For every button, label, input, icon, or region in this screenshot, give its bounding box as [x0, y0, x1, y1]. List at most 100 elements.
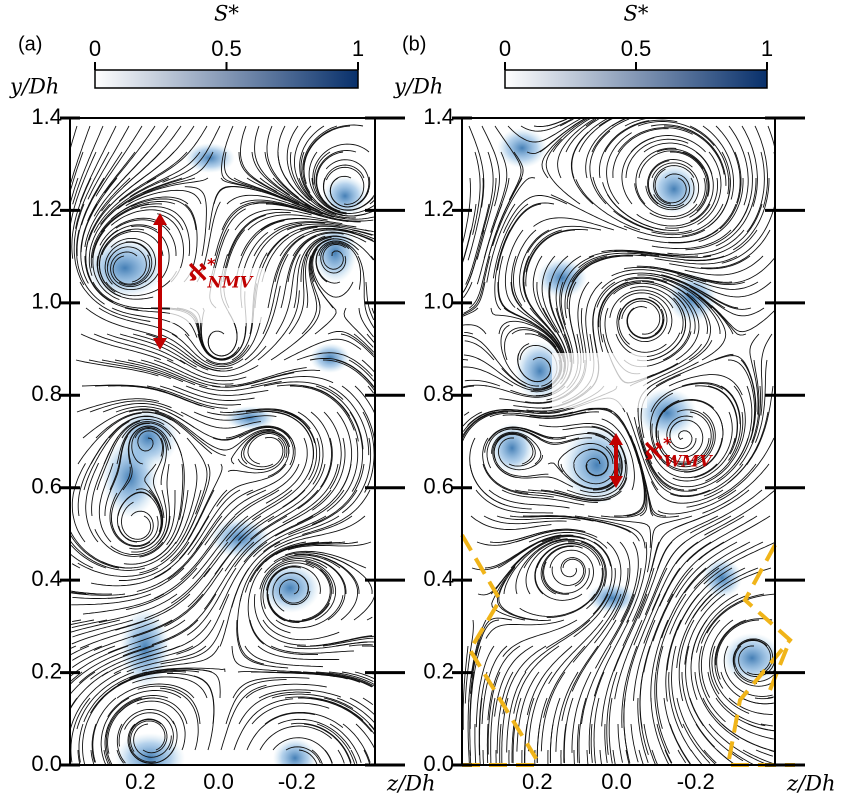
- streamline: [642, 339, 713, 387]
- streamline: [243, 431, 281, 468]
- streamline: [490, 697, 496, 764]
- streamline: [628, 296, 668, 343]
- streamline: [563, 697, 574, 764]
- streamline: [70, 540, 146, 571]
- streamline: [578, 697, 587, 764]
- streamline: [645, 177, 695, 211]
- streamline: [668, 671, 692, 752]
- streamline: [100, 697, 130, 765]
- streamline: [131, 198, 197, 231]
- streamline: [276, 671, 361, 683]
- streamline: [721, 723, 775, 752]
- streamline: [692, 567, 759, 619]
- streamline: [127, 425, 172, 465]
- streamline: [729, 385, 746, 465]
- streamline: [502, 619, 578, 657]
- streamline: [267, 463, 326, 523]
- streamline: [240, 431, 290, 465]
- streamline: [760, 723, 773, 727]
- streamline: [323, 697, 375, 730]
- streamline: [94, 203, 163, 246]
- streamline: [626, 412, 659, 491]
- streamline: [244, 285, 281, 361]
- y-tick-label: 0.8: [31, 381, 62, 406]
- streamline: [655, 353, 734, 387]
- streamline: [90, 645, 168, 680]
- streamline: [590, 723, 593, 763]
- streamline: [733, 640, 772, 673]
- streamline: [620, 541, 639, 623]
- streamline: [355, 723, 375, 748]
- streamline: [329, 175, 370, 208]
- streamline: [529, 407, 613, 418]
- streamline: [637, 426, 685, 491]
- streamline: [85, 307, 164, 340]
- streamline: [656, 723, 673, 764]
- streamline: [512, 229, 537, 306]
- streamline: [617, 127, 693, 153]
- streamline: [285, 550, 367, 569]
- streamline: [585, 281, 603, 362]
- streamline: [676, 125, 727, 186]
- streamline: [665, 619, 682, 702]
- streamline: [251, 463, 313, 521]
- streamline: [294, 125, 313, 201]
- streamline: [625, 749, 630, 765]
- streamline: [267, 235, 305, 309]
- streamline: [220, 684, 267, 751]
- streamline: [693, 541, 764, 589]
- streamline: [592, 176, 654, 231]
- streamline: [669, 567, 720, 635]
- streamline: [315, 671, 375, 687]
- streamline: [107, 177, 183, 217]
- streamline: [224, 151, 283, 199]
- streamline: [264, 554, 341, 574]
- streamline: [125, 567, 198, 611]
- streamline: [157, 463, 170, 546]
- streamline: [220, 177, 300, 207]
- streamline: [651, 203, 724, 236]
- streamline: [526, 645, 573, 716]
- streamline: [485, 619, 565, 639]
- streamline: [666, 415, 697, 453]
- streamline: [462, 229, 472, 263]
- streamline: [275, 595, 344, 629]
- streamline: [655, 406, 692, 466]
- streamline: [502, 195, 568, 234]
- streamline: [739, 385, 761, 466]
- streamline: [651, 541, 699, 611]
- streamline: [606, 671, 618, 755]
- streamline: [85, 203, 111, 281]
- streamline: [553, 477, 628, 500]
- streamline: [337, 749, 345, 764]
- streamline: [98, 463, 114, 543]
- streamline: [714, 619, 747, 689]
- streamline: [570, 131, 594, 205]
- streamline: [576, 723, 580, 763]
- streamline: [479, 697, 483, 764]
- streamline: [270, 560, 334, 595]
- streamline: [287, 232, 344, 283]
- streamline: [351, 229, 373, 236]
- streamline: [173, 437, 185, 520]
- streamline: [681, 177, 731, 237]
- streamline: [336, 697, 375, 723]
- streamline: [571, 671, 592, 753]
- streamline: [117, 177, 196, 210]
- streamline: [668, 203, 737, 243]
- streamline: [265, 437, 308, 504]
- streamline: [462, 307, 479, 317]
- streamline: [675, 541, 738, 598]
- streamline: [336, 411, 353, 491]
- streamline: [246, 712, 315, 751]
- streamline: [651, 749, 658, 765]
- streamline: [643, 723, 656, 765]
- streamline: [107, 246, 147, 283]
- streamline: [71, 177, 92, 259]
- streamline: [118, 241, 153, 286]
- streamline: [653, 278, 708, 335]
- streamline: [463, 281, 473, 298]
- streamline: [598, 118, 612, 127]
- streamline: [124, 712, 174, 751]
- streamline: [738, 645, 775, 677]
